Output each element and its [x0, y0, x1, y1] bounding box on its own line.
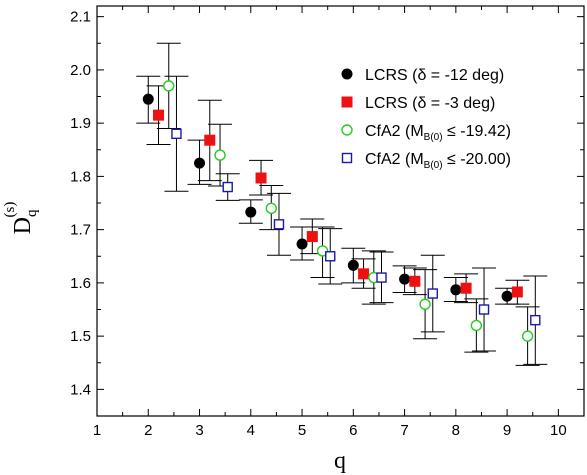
data-point [171, 128, 182, 139]
legend-marker [341, 124, 353, 136]
data-point [222, 181, 233, 193]
x-axis-title: q [334, 448, 346, 474]
data-point [501, 290, 513, 302]
data-point [358, 268, 370, 280]
data-point [347, 259, 359, 271]
legend-label-text: ≤ -19.42) [443, 123, 511, 140]
data-point [194, 157, 206, 169]
data-point [204, 134, 216, 146]
y-tick-label: 2.1 [70, 9, 91, 26]
legend-label-text: ≤ -20.00) [443, 151, 511, 168]
data-point [255, 172, 267, 184]
data-point [163, 80, 175, 92]
y-tick-labels: 1.4 1.5 1.6 1.7 1.8 1.9 2.0 2.1 [70, 9, 91, 399]
y-tick-label: 1.8 [70, 168, 91, 185]
x-tick-label: 1 [93, 422, 101, 439]
data-point [273, 219, 285, 230]
y-tick-label: 1.5 [70, 328, 91, 345]
y-tick-label: 1.7 [70, 222, 91, 239]
legend: LCRS (δ = -12 deg) LCRS (δ = -3 deg) CfA2 … [341, 67, 511, 171]
legend-marker [341, 68, 353, 80]
legend-label-text: LCRS (δ = -12 deg) [365, 67, 504, 84]
legend-marker [341, 96, 353, 108]
y-axis-title: Dq (s) [2, 202, 40, 235]
data-point [265, 202, 277, 215]
legend-label: CfA2 (MB(0) ≤ -20.00) [365, 151, 511, 171]
data-point [530, 314, 541, 326]
y-axis-title-sub: q [24, 209, 40, 217]
data-point [245, 206, 257, 218]
x-tick-label: 2 [144, 422, 152, 439]
y-axis-title-main: D [10, 217, 36, 234]
x-tick-label: 3 [195, 422, 203, 439]
data-point [409, 275, 421, 287]
x-tick-label: 10 [550, 422, 567, 439]
legend-label: LCRS (δ = -3 deg) [365, 95, 495, 112]
data-point [142, 93, 154, 105]
x-tick-label: 4 [247, 422, 255, 439]
legend-label: CfA2 (MB(0) ≤ -19.42) [365, 123, 511, 143]
x-tick-label: 7 [400, 422, 408, 439]
data-point [460, 282, 472, 294]
y-tick-label: 1.9 [70, 115, 91, 132]
legend-label-subscript: B(0) [424, 160, 443, 171]
data-point [450, 284, 462, 296]
legend-label-text: CfA2 (M [365, 123, 424, 140]
legend-label-text: CfA2 (M [365, 151, 424, 168]
data-point [427, 288, 438, 299]
error-bars [136, 42, 548, 366]
data-point [306, 231, 318, 243]
data-point [153, 109, 165, 121]
data-point [214, 149, 226, 161]
data-point [296, 238, 308, 250]
y-axis-title-sup: (s) [2, 202, 18, 218]
legend-marker [341, 152, 353, 164]
data-point [325, 251, 336, 262]
y-tick-label: 1.4 [70, 381, 91, 398]
data-markers [142, 80, 541, 342]
axis-ticks [96, 6, 585, 416]
data-point [478, 304, 490, 315]
legend-label-text: LCRS (δ = -3 deg) [365, 95, 495, 112]
y-tick-label: 2.0 [70, 62, 91, 79]
data-point [511, 286, 523, 298]
plot-frame [96, 5, 585, 417]
data-point [419, 298, 431, 310]
data-point [399, 273, 411, 285]
legend-label: LCRS (δ = -12 deg) [365, 67, 504, 84]
y-tick-label: 1.6 [70, 275, 91, 292]
x-tick-labels: 1 2 3 4 5 6 7 8 9 10 [93, 422, 567, 439]
data-point [376, 272, 387, 283]
x-tick-label: 9 [503, 422, 511, 439]
data-point [470, 319, 483, 332]
x-tick-label: 8 [452, 422, 460, 439]
legend-label-subscript: B(0) [424, 132, 443, 143]
x-tick-label: 5 [298, 422, 306, 439]
x-tick-label: 6 [349, 422, 357, 439]
svg-text:Dq(s): Dq (s) [2, 202, 40, 235]
data-point [521, 330, 534, 342]
